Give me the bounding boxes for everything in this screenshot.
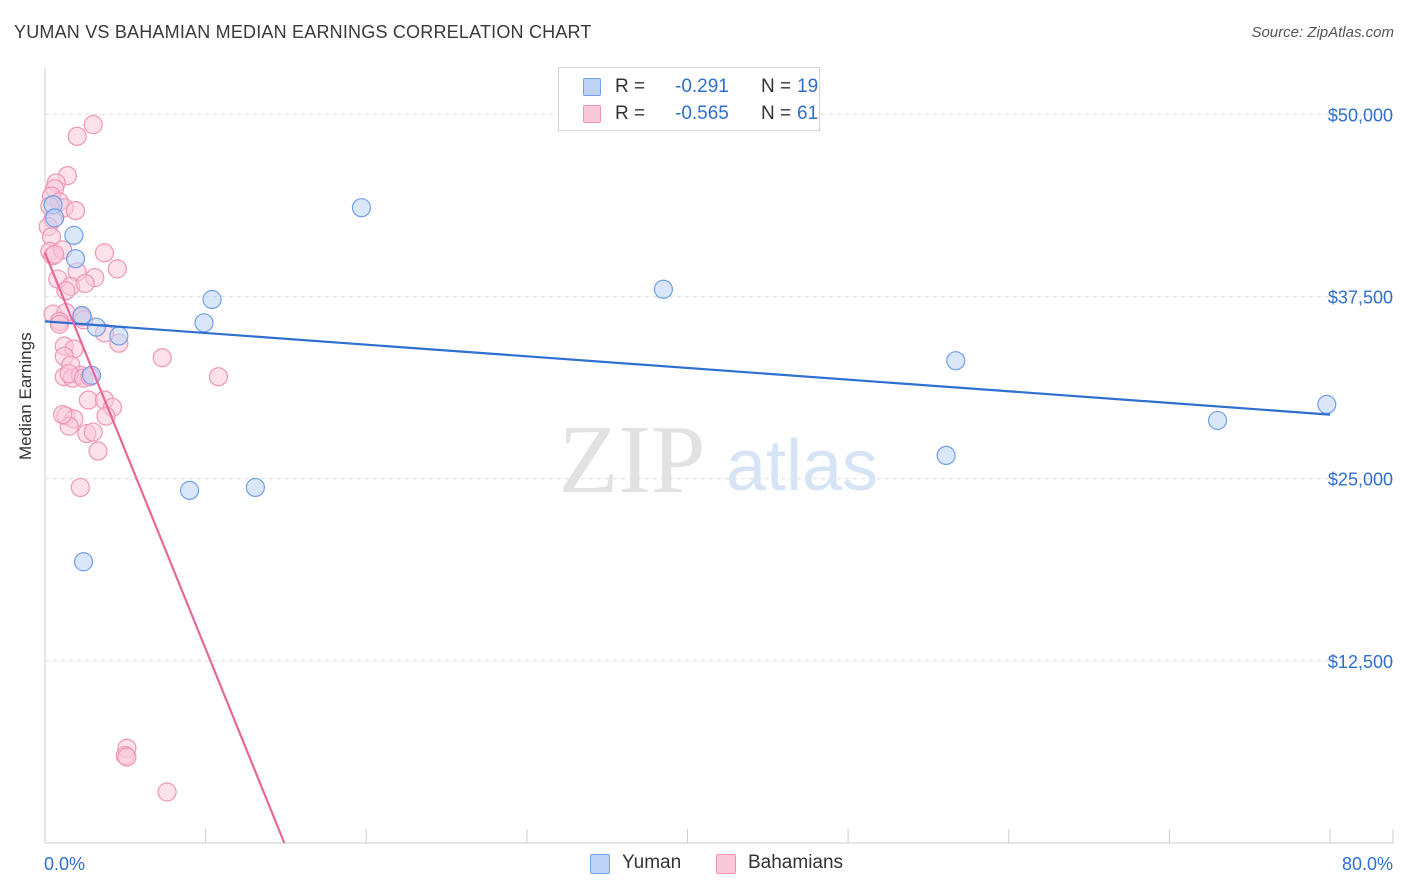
yuman-point-14 <box>1207 410 1228 431</box>
watermark-zip: ZIP <box>559 406 706 514</box>
yuman-trendline <box>44 320 1331 416</box>
bahamians-point-34 <box>152 348 172 368</box>
y-tick-labels: $12,500 $25,000 $37,500 $50,000 <box>1328 105 1393 671</box>
yuman-point-10 <box>351 198 372 218</box>
y-tick-label-1: $25,000 <box>1328 470 1393 490</box>
bahamians-point-28 <box>49 314 70 334</box>
legend-swatch-bahamians <box>716 854 736 874</box>
legend-label-yuman: Yuman <box>622 852 682 873</box>
y-tick-label-0: $12,500 <box>1328 652 1393 672</box>
watermark: ZIP atlas <box>559 406 879 514</box>
yuman-points <box>43 195 1337 572</box>
x-tick-labels: 0.0% 80.0% <box>44 854 1393 874</box>
bahamians-point-0 <box>83 115 103 135</box>
stats-legend: R = -0.291 N = 19 R = -0.565 N = 61 <box>558 67 820 131</box>
bahamians-point-52 <box>83 422 103 442</box>
bahamians-point-1 <box>67 126 87 146</box>
bahamians-point-59 <box>53 405 73 425</box>
source-label: Source: ZipAtlas.com <box>1251 24 1394 41</box>
bahamians-point-16 <box>94 243 115 263</box>
grid-lines <box>45 113 1393 662</box>
yuman-point-13 <box>946 351 966 371</box>
legend-swatch-bahamians <box>583 105 601 123</box>
yuman-point-16 <box>179 480 200 500</box>
n-label: N = <box>761 103 792 124</box>
yuman-point-5 <box>86 317 107 337</box>
bahamians-points <box>38 115 229 802</box>
bahamians-point-54 <box>70 477 90 498</box>
yuman-point-11 <box>653 279 674 299</box>
legend-swatch-yuman <box>590 854 610 874</box>
yuman-point-7 <box>109 326 129 346</box>
bahamians-point-58 <box>157 782 177 802</box>
yuman-point-9 <box>202 289 222 310</box>
bahamians-point-22 <box>75 273 95 294</box>
yuman-point-12 <box>936 445 956 465</box>
bahamians-trendline <box>43 252 286 844</box>
y-tick-label-2: $37,500 <box>1328 288 1393 308</box>
x-tick-label-1: 80.0% <box>1342 854 1393 874</box>
yuman-point-15 <box>1317 394 1337 414</box>
bahamians-point-53 <box>88 441 108 461</box>
r-label: R = <box>615 103 646 124</box>
yuman-point-18 <box>73 552 94 572</box>
bahamians-point-44 <box>78 390 98 410</box>
bahamians-point-18 <box>107 259 127 279</box>
yuman-point-3 <box>65 249 86 269</box>
yuman-point-4 <box>72 305 92 326</box>
r-value: -0.291 <box>675 76 729 97</box>
r-value: -0.565 <box>675 103 729 124</box>
n-value: 61 <box>797 103 819 124</box>
legend-swatch-yuman <box>583 78 601 96</box>
legend-label-bahamians: Bahamians <box>748 852 844 873</box>
y-tick-label-3: $50,000 <box>1328 105 1393 125</box>
n-value: 19 <box>797 76 819 97</box>
bahamians-point-43 <box>208 367 229 387</box>
yuman-point-17 <box>245 477 266 498</box>
yuman-point-1 <box>45 208 65 228</box>
watermark-atlas: atlas <box>726 426 878 506</box>
yuman-point-8 <box>194 313 214 333</box>
axes <box>44 68 1394 844</box>
chart-title: YUMAN VS BAHAMIAN MEDIAN EARNINGS CORREL… <box>14 22 592 42</box>
yuman-point-2 <box>64 225 84 245</box>
trendlines <box>43 252 1331 844</box>
r-label: R = <box>615 76 646 97</box>
x-tick-label-0: 0.0% <box>44 854 85 874</box>
bahamians-point-57 <box>117 747 137 767</box>
n-label: N = <box>761 76 792 97</box>
bahamians-point-9 <box>65 201 86 221</box>
